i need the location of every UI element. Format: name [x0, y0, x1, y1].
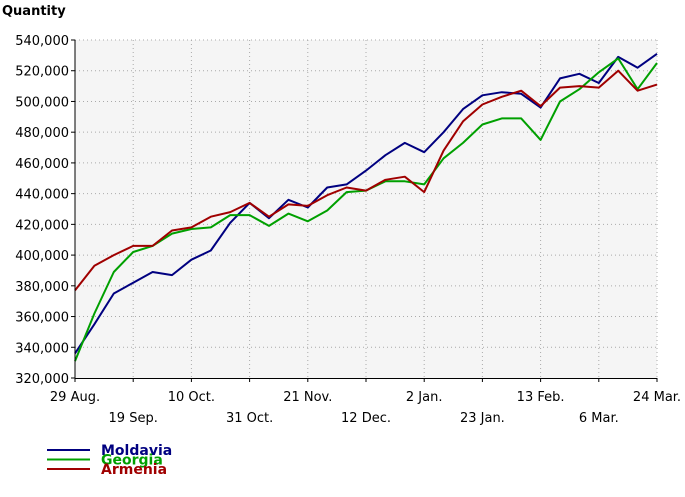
- y-tick-label: 520,000: [15, 65, 69, 80]
- x-tick-label: 31 Oct.: [226, 411, 273, 426]
- y-axis-label: Quantity: [2, 4, 66, 19]
- x-tick-label: 21 Nov.: [283, 390, 332, 405]
- series-lines: [74, 52, 658, 362]
- y-tick-label: 540,000: [15, 34, 69, 49]
- y-tick-label: 500,000: [15, 95, 69, 110]
- y-tick-label: 380,000: [15, 280, 69, 295]
- series-line-armenia: [74, 69, 658, 292]
- x-ticks: 29 Aug. 19 Sep. 10 Oct. 31 Oct. 21 Nov. 12 De…: [50, 378, 681, 426]
- x-tick-label: 19 Sep.: [109, 411, 158, 426]
- legend-label: Georgia: [101, 453, 163, 469]
- y-tick-label: 480,000: [15, 126, 69, 141]
- legend-label: Armenia: [101, 462, 167, 478]
- y-tick-label: 320,000: [15, 372, 69, 387]
- x-tick-label: 6 Mar.: [579, 411, 619, 426]
- x-tick-label: 13 Feb.: [517, 390, 565, 405]
- legend-label: Moldavia: [101, 443, 172, 459]
- gridlines: [74, 39, 658, 378]
- y-tick-label: 440,000: [15, 188, 69, 203]
- y-tick-label: 400,000: [15, 249, 69, 264]
- x-tick-label: 23 Jan.: [460, 411, 505, 426]
- y-tick-label: 340,000: [15, 341, 69, 356]
- y-tick-label: 460,000: [15, 157, 69, 172]
- x-tick-label: 12 Dec.: [341, 411, 391, 426]
- x-tick-label: 2 Jan.: [406, 390, 443, 405]
- x-tick-label: 10 Oct.: [168, 390, 215, 405]
- y-ticks: 540,000 520,000 500,000 480,000 460,000 440,0…: [15, 34, 75, 387]
- x-tick-label: 29 Aug.: [50, 390, 100, 405]
- y-tick-label: 360,000: [15, 311, 69, 326]
- x-tick-label: 24 Mar.: [633, 390, 681, 405]
- series-line-moldavia: [74, 52, 658, 354]
- y-tick-label: 420,000: [15, 218, 69, 233]
